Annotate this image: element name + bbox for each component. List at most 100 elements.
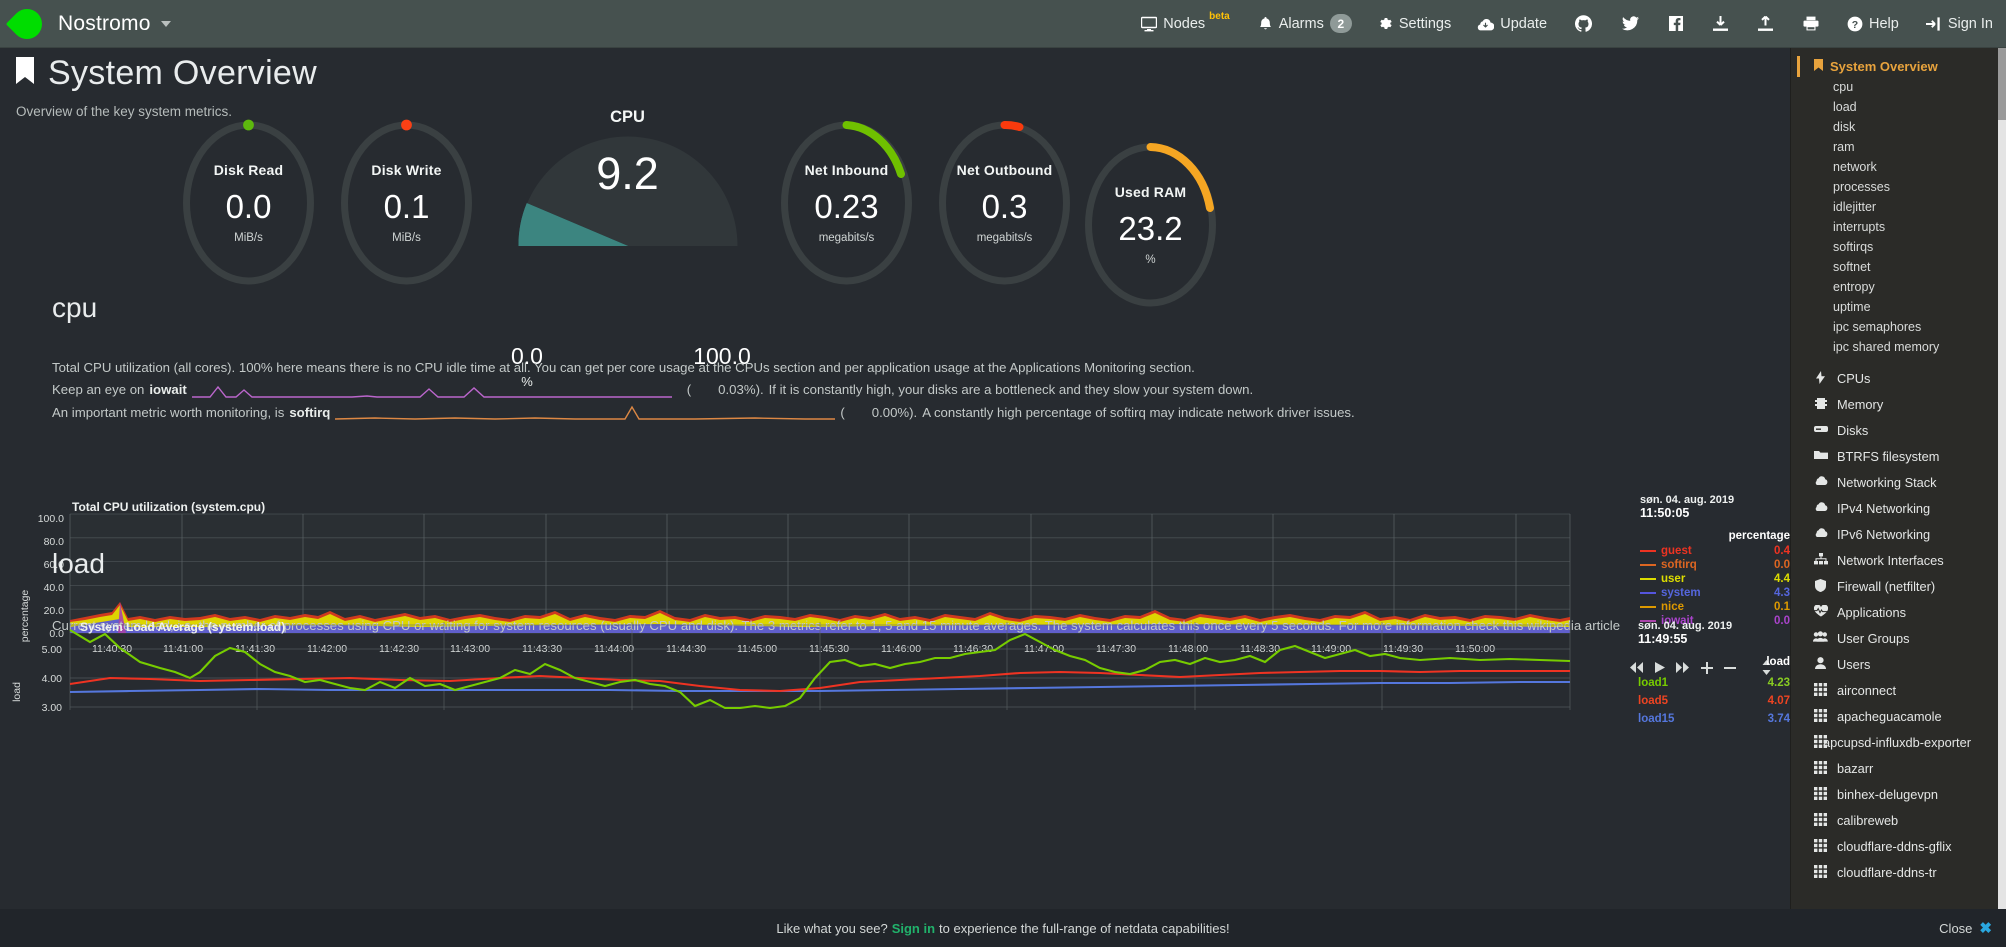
svg-text:40.0: 40.0 bbox=[44, 582, 65, 594]
nav-item-alarms[interactable]: Alarms 2 bbox=[1245, 0, 1365, 48]
nav-item-signin[interactable]: Sign In bbox=[1912, 0, 2006, 48]
gauge-units-net-outbound: megabits/s bbox=[976, 231, 1033, 244]
sidebar-item-entropy[interactable]: entropy bbox=[1833, 280, 1875, 294]
legend-item-system[interactable]: system 4.3 bbox=[1640, 586, 1790, 600]
sidebar-scrollbar[interactable] bbox=[1998, 48, 2006, 947]
sidebar-label-applications: Applications bbox=[1837, 604, 1907, 620]
cpu-fan-gauge[interactable] bbox=[498, 116, 758, 306]
sidebar-item-disk[interactable]: disk bbox=[1833, 120, 1856, 134]
sidebar-item-users[interactable]: Users bbox=[1791, 652, 2006, 678]
chevron-down-icon[interactable] bbox=[160, 20, 171, 27]
legend-item-guest[interactable]: guest 0.4 bbox=[1640, 544, 1790, 558]
rewind-icon[interactable] bbox=[1630, 662, 1644, 676]
sidebar-item-apcupsd-influxdb-exporter[interactable]: apcupsd-influxdb-exporter bbox=[1791, 730, 2006, 756]
cpu-description-line-2: Keep an eye on iowait ( 0.03%). If it is… bbox=[52, 380, 1772, 400]
banner-signin-link[interactable]: Sign in bbox=[891, 920, 936, 936]
sidebar-item-system-overview[interactable]: System Overview bbox=[1797, 56, 2006, 77]
gauge-net-outbound[interactable]: Net Outbound 0.3 megabits/s bbox=[936, 118, 1073, 288]
sidebar-item-disks[interactable]: Disks bbox=[1791, 418, 2006, 444]
nav-item-help[interactable]: ? Help bbox=[1834, 0, 1912, 48]
legend-value-load1: 4.23 bbox=[1767, 677, 1790, 689]
legend-item-load1[interactable]: load1 4.23 bbox=[1638, 674, 1790, 692]
close-icon[interactable]: ✖ bbox=[1979, 920, 1992, 937]
banner-close-button[interactable]: Close ✖ bbox=[1939, 919, 1992, 937]
sidebar-item-bazarr[interactable]: bazarr bbox=[1791, 756, 2006, 782]
sidebar-item-interrupts[interactable]: interrupts bbox=[1833, 220, 1886, 234]
sidebar-label-cpus: CPUs bbox=[1837, 371, 1871, 386]
iowait-paren-open: ( bbox=[686, 382, 692, 398]
gauge-disk-read[interactable]: Disk Read 0.0 MiB/s bbox=[180, 118, 317, 288]
sidebar-item-calibreweb[interactable]: calibreweb bbox=[1791, 808, 2006, 834]
cpu-chart-toolbar[interactable] bbox=[1630, 660, 1772, 678]
gauge-disk-write[interactable]: Disk Write 0.1 MiB/s bbox=[338, 118, 475, 288]
gauge-used-ram[interactable]: Used RAM 23.2 % bbox=[1082, 140, 1219, 310]
nav-item-update[interactable]: Update bbox=[1464, 0, 1560, 48]
legend-label-load1: load1 bbox=[1638, 677, 1669, 689]
sidebar-item-user-groups[interactable]: User Groups bbox=[1791, 626, 2006, 652]
sidebar-item-cloudflare-ddns-tr[interactable]: cloudflare-ddns-tr bbox=[1791, 860, 2006, 886]
nav-item-import[interactable] bbox=[1698, 0, 1743, 48]
sidebar-item-softirqs[interactable]: softirqs bbox=[1833, 240, 1874, 254]
sidebar-item-network-interfaces[interactable]: Network Interfaces bbox=[1791, 548, 2006, 574]
legend-item-user[interactable]: user 4.4 bbox=[1640, 572, 1790, 586]
sidebar-item-load[interactable]: load bbox=[1833, 100, 1857, 114]
disk-write-ring bbox=[341, 119, 472, 285]
sidebar-item-binhex-delugevpn[interactable]: binhex-delugevpn bbox=[1791, 782, 2006, 808]
sidebar-item-ipv4[interactable]: IPv4 Networking bbox=[1791, 496, 2006, 522]
brand-name[interactable]: Nostromo bbox=[58, 11, 151, 35]
legend-item-load5[interactable]: load5 4.07 bbox=[1638, 692, 1790, 710]
legend-item-nice[interactable]: nice 0.1 bbox=[1640, 600, 1790, 614]
sidebar-item-airconnect[interactable]: airconnect bbox=[1791, 678, 2006, 704]
load-chart[interactable]: System Load Average (system.load) load 5… bbox=[0, 620, 1790, 910]
sidebar-item-uptime[interactable]: uptime bbox=[1833, 300, 1871, 314]
load-chart-canvas[interactable]: load 5.00 4.00 3.00 bbox=[0, 620, 1790, 910]
sidebar-item-network[interactable]: network bbox=[1833, 160, 1877, 174]
minus-icon[interactable] bbox=[1724, 662, 1736, 677]
nav-item-nodes[interactable]: Nodes beta bbox=[1128, 0, 1244, 48]
nav-item-facebook[interactable] bbox=[1654, 0, 1698, 48]
sidebar-item-ipc-shared-memory[interactable]: ipc shared memory bbox=[1833, 340, 1940, 354]
sidebar-item-networking-stack[interactable]: Networking Stack bbox=[1791, 470, 2006, 496]
sidebar-item-cpu[interactable]: cpu bbox=[1833, 80, 1854, 94]
plus-icon[interactable] bbox=[1701, 661, 1713, 677]
nav-item-github[interactable] bbox=[1560, 0, 1607, 48]
download-icon bbox=[1713, 15, 1729, 32]
legend-swatch-guest bbox=[1640, 550, 1656, 552]
sidebar-item-ipv6[interactable]: IPv6 Networking bbox=[1791, 522, 2006, 548]
nav-item-settings[interactable]: Settings bbox=[1365, 0, 1464, 48]
sidebar-item-cpus[interactable]: CPUs bbox=[1791, 366, 2006, 392]
cpu-chart-legend: søn. 04. aug. 2019 11:50:05 percentage g… bbox=[1640, 494, 1790, 628]
nav-item-export[interactable] bbox=[1743, 0, 1788, 48]
sidebar-scroll-content: System Overview cpu load disk ram networ… bbox=[1791, 48, 2006, 886]
cpu-chart-title: Total CPU utilization (system.cpu) bbox=[72, 500, 266, 514]
nav-item-print[interactable] bbox=[1788, 0, 1834, 48]
sidebar-divider-gap bbox=[1791, 357, 2006, 366]
legend-item-iowait[interactable]: iowait 0.0 bbox=[1640, 614, 1790, 628]
legend-swatch-system bbox=[1640, 592, 1656, 594]
sidebar-item-apacheguacamole[interactable]: apacheguacamole bbox=[1791, 704, 2006, 730]
sidebar-item-cloudflare-ddns-gflix[interactable]: cloudflare-ddns-gflix bbox=[1791, 834, 2006, 860]
sidebar-item-ram[interactable]: ram bbox=[1833, 140, 1855, 154]
gauge-value-net-outbound: 0.3 bbox=[981, 188, 1028, 226]
sidebar-item-firewall[interactable]: Firewall (netfilter) bbox=[1791, 574, 2006, 600]
sidebar-head-label: System Overview bbox=[1830, 59, 1938, 74]
gauge-label-net-inbound: Net Inbound bbox=[804, 162, 889, 179]
sidebar-item-ipc-semaphores[interactable]: ipc semaphores bbox=[1833, 320, 1922, 334]
sidebar-item-processes[interactable]: processes bbox=[1833, 180, 1890, 194]
gauge-net-inbound[interactable]: Net Inbound 0.23 megabits/s bbox=[778, 118, 915, 288]
sidebar-item-softnet[interactable]: softnet bbox=[1833, 260, 1871, 274]
right-sidebar[interactable]: System Overview cpu load disk ram networ… bbox=[1790, 48, 2006, 947]
sidebar-item-memory[interactable]: Memory bbox=[1791, 392, 2006, 418]
resize-icon[interactable] bbox=[1761, 660, 1772, 678]
sidebar-scrollbar-thumb[interactable] bbox=[1998, 48, 2006, 120]
legend-item-load15[interactable]: load15 3.74 bbox=[1638, 710, 1790, 728]
sidebar-item-applications[interactable]: Applications bbox=[1791, 600, 2006, 626]
fast-forward-icon[interactable] bbox=[1676, 662, 1690, 676]
play-icon[interactable] bbox=[1655, 662, 1665, 676]
nav-item-twitter[interactable] bbox=[1607, 0, 1654, 48]
legend-item-softirq[interactable]: softirq 0.0 bbox=[1640, 558, 1790, 572]
legend-label-softirq: softirq bbox=[1661, 559, 1697, 571]
sidebar-item-btrfs[interactable]: BTRFS filesystem bbox=[1791, 444, 2006, 470]
legend-swatch-softirq bbox=[1640, 564, 1656, 566]
sidebar-item-idlejitter[interactable]: idlejitter bbox=[1833, 200, 1877, 214]
